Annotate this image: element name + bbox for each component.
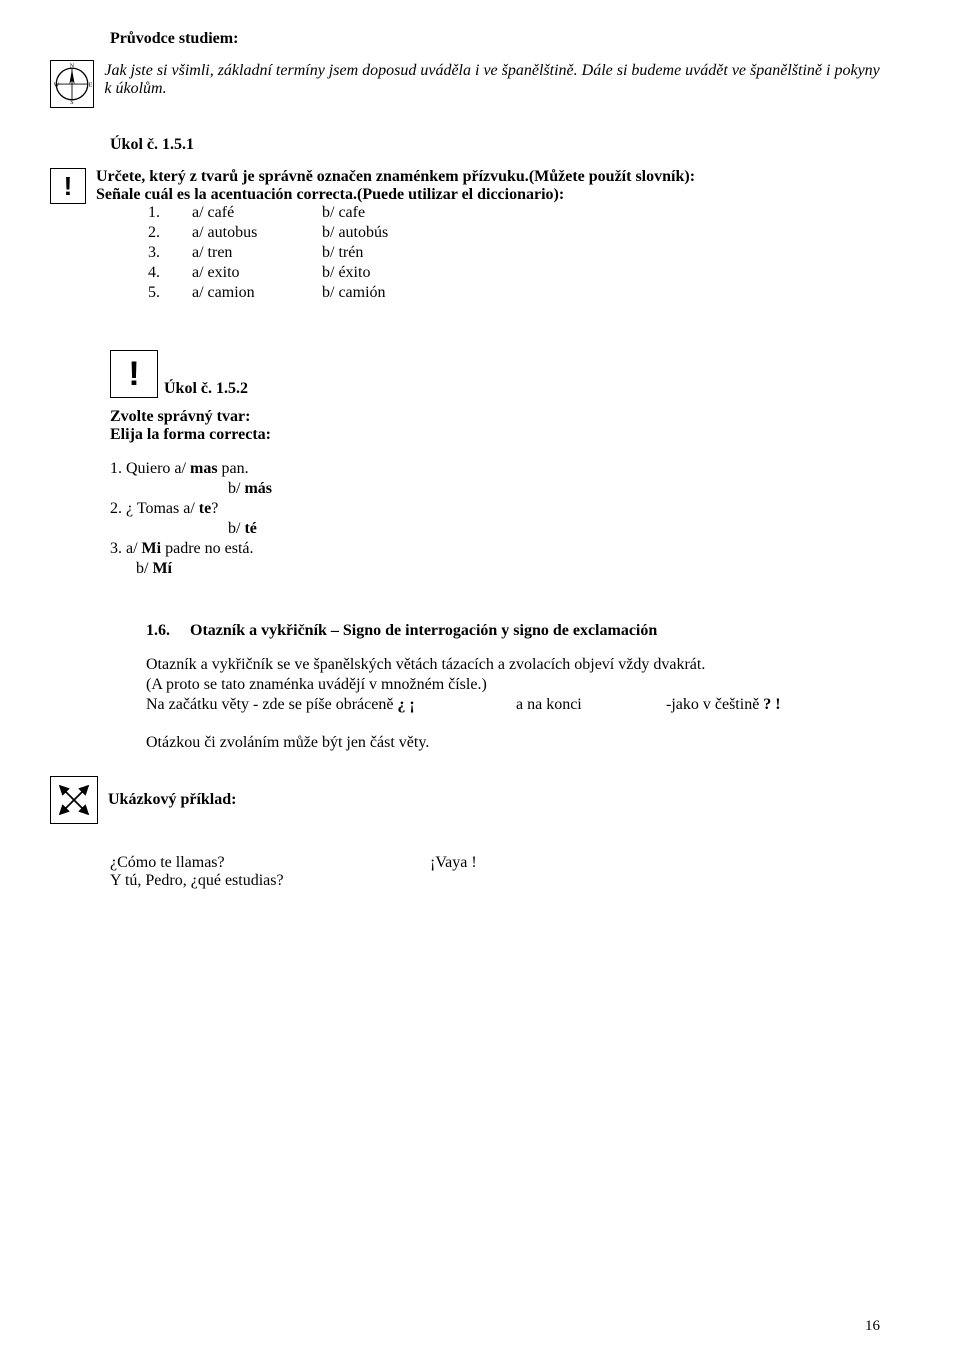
task-1-cz-paren: (Můžete použít slovník): bbox=[529, 168, 695, 185]
table-row: 1.a/ caféb/ cafe bbox=[148, 204, 452, 224]
item-2b: b/ té bbox=[228, 520, 880, 538]
arrows-icon bbox=[50, 776, 98, 824]
bold-text: ? ! bbox=[763, 696, 780, 713]
task-1-head-row: ! Určete, který z tvarů je správně označ… bbox=[50, 168, 880, 204]
para-2: (A proto se tato znaménka uvádějí v množ… bbox=[146, 676, 870, 694]
task-1-es: Señale cuál es la acentuación correcta.(… bbox=[96, 186, 695, 204]
cell-n: 5. bbox=[148, 284, 192, 304]
text: padre no está. bbox=[161, 540, 253, 557]
section-1-6-body: Otazník a vykřičník se ve španělských vě… bbox=[146, 656, 870, 714]
page-number: 16 bbox=[865, 1318, 880, 1335]
cell-b: b/ cafe bbox=[322, 204, 452, 224]
cell-n: 3. bbox=[148, 244, 192, 264]
task-1-instructions: Určete, který z tvarů je správně označen… bbox=[96, 168, 695, 204]
cell-a: a/ camion bbox=[192, 284, 322, 304]
cell-b: b/ trén bbox=[322, 244, 452, 264]
exclamation-icon: ! bbox=[50, 168, 86, 204]
bold-text: ¿ ¡ bbox=[397, 696, 414, 713]
cell-n: 4. bbox=[148, 264, 192, 284]
bold-text: té bbox=[244, 520, 256, 537]
task-2-instructions: Zvolte správný tvar: Elija la forma corr… bbox=[110, 408, 880, 444]
para-3: Na začátku věty - zde se píše obráceně ¿… bbox=[146, 696, 870, 714]
intro-text: Jak jste si všimli, základní termíny jse… bbox=[104, 62, 880, 98]
cell-n: 1. bbox=[148, 204, 192, 224]
cell-n: 2. bbox=[148, 224, 192, 244]
text: 3. a/ bbox=[110, 540, 142, 557]
task-1-list: 1.a/ caféb/ cafe 2.a/ autobusb/ autobús … bbox=[148, 204, 452, 304]
para-1: Otazník a vykřičník se ve španělských vě… bbox=[146, 656, 870, 674]
svg-text:N: N bbox=[70, 63, 75, 69]
task-1-es-paren: (Puede utilizar el diccionario): bbox=[357, 186, 564, 203]
text: -jako v češtině bbox=[666, 696, 763, 713]
task-1-cz-text: Určete, který z tvarů je správně označen… bbox=[96, 168, 529, 185]
task-2-label-row: ! Úkol č. 1.5.2 bbox=[110, 350, 880, 398]
table-row: 5.a/ camionb/ camión bbox=[148, 284, 452, 304]
bold-text: Mí bbox=[152, 560, 172, 577]
example-a2: Y tú, Pedro, ¿qué estudias? bbox=[110, 872, 430, 890]
task-2-label: Úkol č. 1.5.2 bbox=[164, 380, 248, 398]
section-number: 1.6. bbox=[146, 622, 186, 640]
task-1-es-text: Señale cuál es la acentuación correcta. bbox=[96, 186, 357, 203]
cell-a: a/ tren bbox=[192, 244, 322, 264]
cell-b: b/ autobús bbox=[322, 224, 452, 244]
bold-text: te bbox=[199, 500, 211, 517]
task-2-items: 1. Quiero a/ mas pan. b/ más 2. ¿ Tomas … bbox=[110, 460, 880, 578]
task-1-cz: Určete, který z tvarů je správně označen… bbox=[96, 168, 695, 186]
svg-text:S: S bbox=[70, 100, 74, 105]
example-row-2: Y tú, Pedro, ¿qué estudias? bbox=[110, 872, 880, 890]
item-3: 3. a/ Mi padre no está. bbox=[110, 540, 880, 558]
example-b1: ¡Vaya ! bbox=[430, 854, 477, 872]
text: b/ bbox=[228, 520, 244, 537]
bold-text: mas bbox=[190, 460, 218, 477]
item-2: 2. ¿ Tomas a/ te? bbox=[110, 500, 880, 518]
text: Na začátku věty - zde se píše obráceně bbox=[146, 696, 397, 713]
table-row: 3.a/ trenb/ trén bbox=[148, 244, 452, 264]
cell-a: a/ café bbox=[192, 204, 322, 224]
svg-text:W: W bbox=[54, 83, 60, 89]
item-3b: b/ Mí bbox=[136, 560, 880, 578]
exclamation-icon: ! bbox=[110, 350, 158, 398]
text: pan. bbox=[218, 460, 249, 477]
text: 1. Quiero a/ bbox=[110, 460, 190, 477]
example-label-row: Ukázkový příklad: bbox=[50, 776, 880, 824]
example-a1: ¿Cómo te llamas? bbox=[110, 854, 430, 872]
bold-text: más bbox=[244, 480, 272, 497]
text: a na konci bbox=[516, 696, 666, 714]
cell-a: a/ exito bbox=[192, 264, 322, 284]
bold-text: Mi bbox=[142, 540, 162, 557]
item-1: 1. Quiero a/ mas pan. bbox=[110, 460, 880, 478]
table-row: 4.a/ exitob/ éxito bbox=[148, 264, 452, 284]
section-1-6-heading: 1.6. Otazník a vykřičník – Signo de inte… bbox=[146, 622, 880, 640]
text: ? bbox=[211, 500, 218, 517]
task-2-es: Elija la forma correcta: bbox=[110, 426, 880, 444]
section-title: Otazník a vykřičník – Signo de interroga… bbox=[190, 622, 657, 639]
task-1-label: Úkol č. 1.5.1 bbox=[110, 136, 880, 154]
table-row: 2.a/ autobusb/ autobús bbox=[148, 224, 452, 244]
cell-b: b/ camión bbox=[322, 284, 452, 304]
example-row-1: ¿Cómo te llamas? ¡Vaya ! bbox=[110, 854, 880, 872]
text: b/ bbox=[136, 560, 152, 577]
section-1-6-closing: Otázkou či zvoláním může být jen část vě… bbox=[146, 734, 880, 752]
item-1b: b/ más bbox=[228, 480, 880, 498]
text: 2. ¿ Tomas a/ bbox=[110, 500, 199, 517]
task-2-cz: Zvolte správný tvar: bbox=[110, 408, 880, 426]
text: b/ bbox=[228, 480, 244, 497]
study-guide-heading: Průvodce studiem: bbox=[110, 30, 880, 48]
compass-icon: N S W E bbox=[50, 60, 94, 108]
cell-a: a/ autobus bbox=[192, 224, 322, 244]
cell-b: b/ éxito bbox=[322, 264, 452, 284]
example-label: Ukázkový příklad: bbox=[108, 791, 236, 809]
intro-row: N S W E Jak jste si všimli, základní ter… bbox=[50, 60, 880, 122]
svg-text:E: E bbox=[89, 83, 93, 89]
